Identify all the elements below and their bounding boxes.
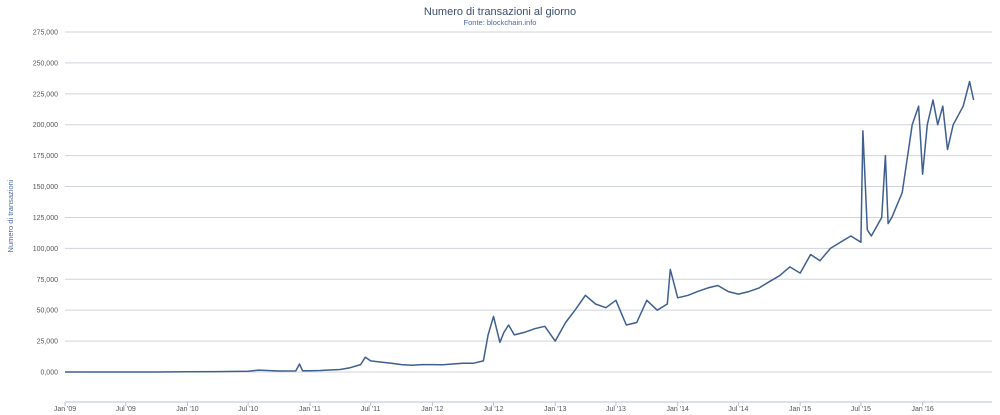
series-group — [65, 80, 975, 373]
x-tick-label: Jan '13 — [544, 406, 566, 413]
y-tick-label: 150,000 — [33, 184, 58, 191]
x-tick-label: Jan '11 — [299, 406, 321, 413]
y-tick-label: 25,000 — [37, 339, 59, 346]
y-tick-label: 75,000 — [37, 277, 59, 284]
x-tick-label: Jan '16 — [911, 406, 933, 413]
series-line — [65, 80, 975, 373]
x-tick-label: Jul '14 — [728, 406, 748, 413]
x-tick-label: Jul '11 — [361, 406, 381, 413]
y-tick-label: 200,000 — [33, 122, 58, 129]
chart-title: Numero di transazioni al giorno — [424, 6, 576, 18]
y-tick-label: 275,000 — [33, 30, 58, 37]
x-tick-label: Jan '12 — [421, 406, 443, 413]
y-tick-label: 50,000 — [37, 308, 59, 315]
y-tick-label: 175,000 — [33, 153, 58, 160]
x-tick-label: Jan '14 — [667, 406, 689, 413]
x-tick-label: Jan '09 — [54, 406, 76, 413]
x-tick-label: Jul '15 — [851, 406, 871, 413]
x-tick-label: Jul '09 — [116, 406, 136, 413]
y-tick-label: 125,000 — [33, 215, 58, 222]
grid-lines — [65, 31, 992, 373]
x-tick-label: Jan '15 — [789, 406, 811, 413]
y-tick-label: 0,000 — [40, 370, 58, 377]
y-tick-label: 225,000 — [33, 91, 58, 98]
x-tick-label: Jul '10 — [238, 406, 258, 413]
x-tick-label: Jul '12 — [483, 406, 503, 413]
x-tick-label: Jul '13 — [606, 406, 626, 413]
y-axis-label: Numero di transazioni — [6, 179, 15, 252]
x-ticks: Jan '09 Jul '09 Jan '10 Jul '10 Jan '11 Jul '… — [54, 402, 934, 413]
y-tick-labels: 0,000 25,000 50,000 75,000 100,000 125,000 150… — [33, 30, 58, 377]
y-tick-label: 100,000 — [33, 246, 58, 253]
y-tick-label: 250,000 — [33, 60, 58, 67]
x-tick-label: Jan '10 — [176, 406, 198, 413]
chart-subtitle: Fonte: blockchain.info — [464, 18, 537, 27]
